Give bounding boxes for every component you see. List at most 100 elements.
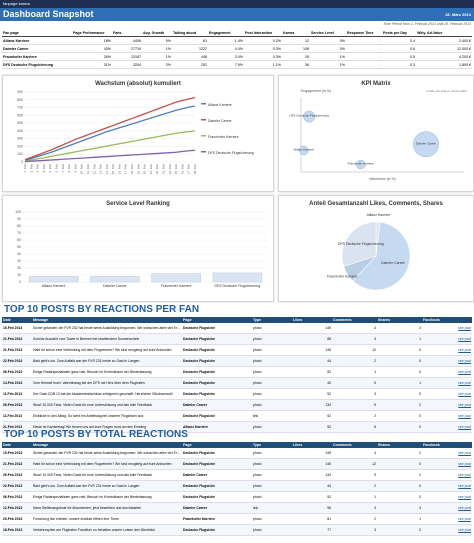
cell: 1 [332, 366, 377, 378]
cell: 0% [142, 36, 172, 45]
cell: 44 [292, 355, 332, 367]
legend-swatch [201, 135, 206, 137]
y-tick-label: 70 [17, 231, 21, 235]
cell: Deutsche Flugsiche [182, 366, 252, 378]
cell: 1222 [172, 44, 208, 53]
cell: 145 [292, 458, 332, 470]
see-post-link[interactable]: see post [458, 473, 471, 477]
see-post-link[interactable]: see post [458, 414, 471, 418]
x-tick-label: Allianz Karriere [42, 284, 66, 288]
cell: 2 [332, 480, 377, 492]
see-post-link[interactable]: see post [458, 517, 471, 521]
cell: 149 [292, 323, 332, 334]
cell: Heute ist Karrieretag! Wir freuen uns au… [32, 421, 182, 433]
cell: Deutsche Flugsiche [182, 480, 252, 492]
x-tick-label: 10. Feb [80, 164, 84, 175]
column-header: Date [2, 317, 32, 323]
cell: 21.Feb 2013 [2, 421, 32, 433]
cell: Allianz Karriere [2, 36, 72, 45]
y-tick-label: 10 [17, 273, 21, 277]
see-post-link[interactable]: see post [458, 392, 471, 396]
see-post-link[interactable]: see post [458, 528, 471, 532]
bar [151, 273, 201, 283]
column-header: Likes [292, 317, 332, 323]
cell: 3204 [112, 60, 142, 69]
see-post-link[interactable]: see post [458, 495, 471, 499]
bubble [413, 131, 439, 158]
cell: 18% [72, 36, 112, 45]
chart-title: Anteil Gesamtanzahl Likes, Comments, Sha… [309, 201, 443, 207]
pie-chart: Anteil Gesamtanzahl Likes, Comments, Sha… [278, 195, 474, 302]
cell: 26.Feb 2013 [2, 399, 32, 411]
cell: Deutsche Flugsiche [182, 448, 252, 459]
see-post-link[interactable]: see post [458, 484, 471, 488]
column-header: Page [182, 442, 252, 448]
cell: 1% [142, 52, 172, 61]
cell: 52 [292, 421, 332, 433]
see-post-link[interactable]: see post [458, 451, 471, 455]
column-header: Posts per Day [382, 29, 416, 37]
cell: Deutsche Flugsiche [182, 355, 252, 367]
see-post-link[interactable]: see post [458, 425, 471, 429]
cell: 0 [377, 388, 422, 400]
post-row: 06.Feb 2013 Einige Radarspezialisten ganz… [2, 366, 472, 378]
cell: 15.Feb 2013 [2, 448, 32, 459]
cell: 52 [292, 410, 332, 422]
x-tick-label: 3. Feb [36, 164, 40, 173]
cell: photo [252, 524, 292, 536]
x-tick-label: 20. Feb [143, 164, 147, 175]
column-header: Engagement [208, 29, 244, 37]
cell: 1.800 € [416, 60, 472, 69]
x-tick-label: 15. Feb [111, 164, 115, 175]
cell: 0.4 [382, 36, 416, 45]
column-header: Avg. Growth [142, 29, 172, 37]
note: Größe der Kreise: Karma Wert [426, 89, 467, 93]
summary-row: Allianz Karriere 18% 4406 0% 61 1.4% 0.2% 12 0% -… [2, 36, 472, 45]
cell: 27719 [112, 44, 142, 53]
cell: 134 [292, 399, 332, 411]
cell: 21.Feb 2013 [2, 344, 32, 356]
see-post-link[interactable]: see post [458, 506, 471, 510]
cell: see post [422, 491, 472, 503]
period: Time Period from 1. Februar 2013 until 2… [383, 22, 471, 26]
see-post-link[interactable]: see post [458, 348, 471, 352]
see-post-link[interactable]: see post [458, 370, 471, 374]
cell: 1 [377, 513, 422, 525]
see-post-link[interactable]: see post [458, 462, 471, 466]
column-header: Fan page [2, 29, 72, 37]
cell: see post [422, 344, 472, 356]
see-post-link[interactable]: see post [458, 381, 471, 385]
post-row: 15.Feb 2013 Sicher gelandet: der FVR 232 … [2, 323, 472, 334]
x-tick-label: 25. Feb [174, 164, 178, 175]
title: Dashboard Snapshot [3, 9, 94, 19]
cell: 2 [377, 323, 422, 334]
cell: photo [252, 469, 292, 481]
cell: 3 [332, 524, 377, 536]
post-row: 12.Feb 2013 Neue Stellenangebote für Abso… [2, 502, 472, 514]
x-tick-label: 11. Feb [86, 164, 90, 174]
cell: 12.Feb 2013 [2, 502, 32, 514]
y-tick-label: 200 [17, 144, 23, 148]
cell: photo [252, 399, 292, 411]
bubble [356, 159, 366, 170]
x-tick-label: 6. Feb [54, 164, 58, 173]
cell: Habt ihr schon eine Verbindung mit dem F… [32, 344, 182, 356]
chart-title: KPI Matrix [361, 81, 391, 87]
cell: 88 [292, 333, 332, 345]
column-header: Post Interaction [244, 29, 282, 37]
cell: 52 [292, 388, 332, 400]
cell: 21.Feb 2013 [2, 333, 32, 345]
legend-label: Daimler Career [208, 119, 233, 123]
cell: 44 [292, 480, 332, 492]
cell: Neue Stellenangebote für Absolventen: je… [32, 502, 182, 514]
cell: 4 [332, 448, 377, 459]
see-post-link[interactable]: see post [458, 337, 471, 341]
see-post-link[interactable]: see post [458, 359, 471, 363]
column-header: Shares [377, 317, 422, 323]
x-tick-label: 1. Feb [23, 164, 27, 173]
see-post-link[interactable]: see post [458, 403, 471, 407]
see-post-link[interactable]: see post [458, 326, 471, 330]
cell: 0% [310, 44, 346, 53]
bubble [303, 110, 316, 123]
cell: Wow! 10.000 Fans. Vielen Dank für eure U… [32, 399, 182, 411]
